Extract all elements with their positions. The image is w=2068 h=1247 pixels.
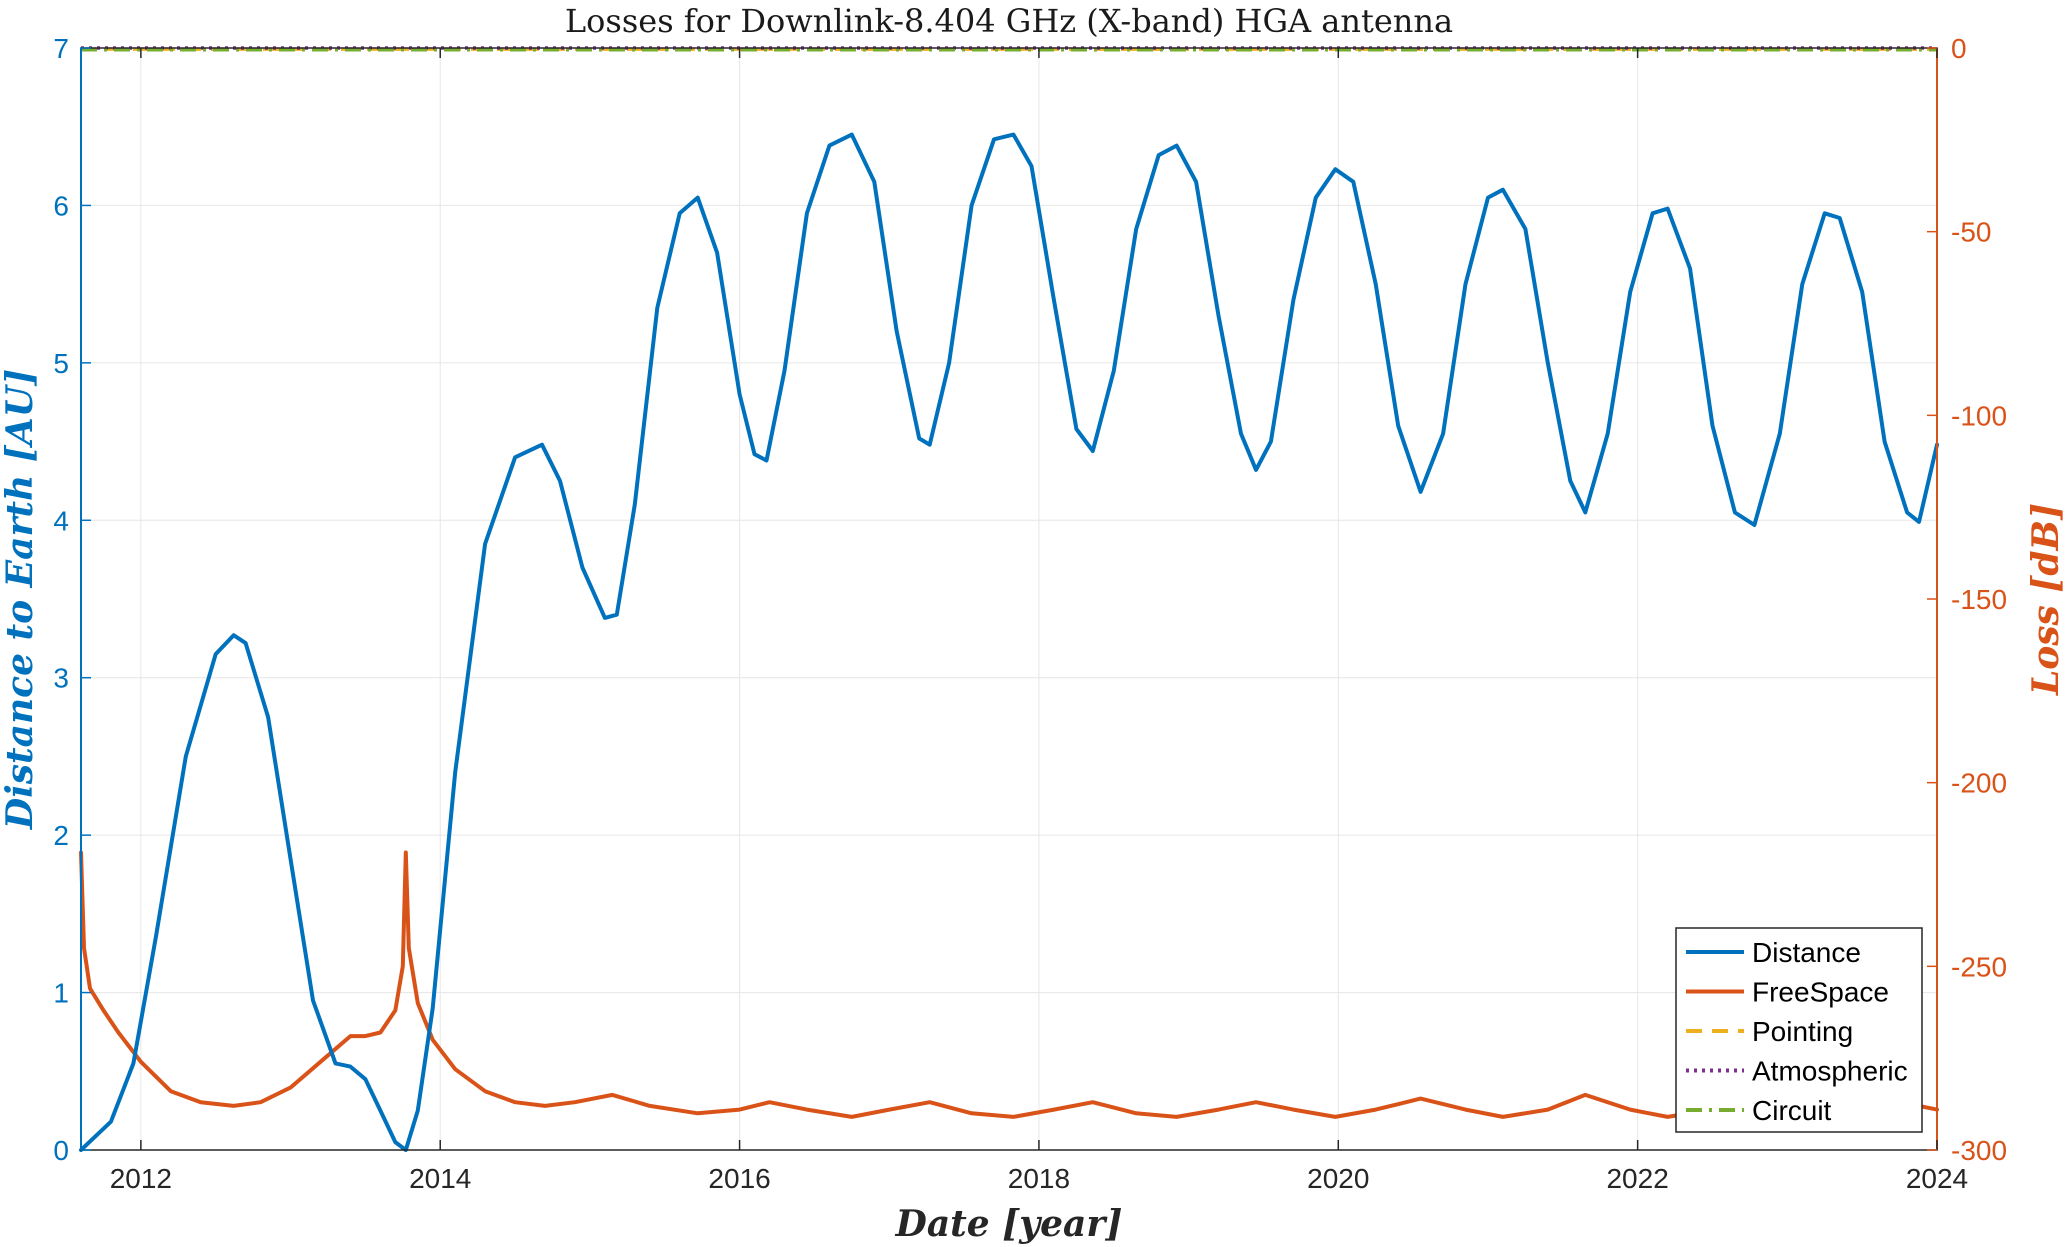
- y-left-axis-label: Distance to Earth [AU]: [0, 369, 41, 830]
- x-tick-label: 2016: [708, 1163, 770, 1194]
- x-axis-label: Date [year]: [895, 1203, 1123, 1245]
- legend-label: Pointing: [1752, 1016, 1853, 1047]
- x-tick-label: 2014: [409, 1163, 471, 1194]
- y-left-tick-label: 2: [53, 820, 69, 851]
- y-right-tick-label: -250: [1951, 951, 2007, 982]
- y-left-tick-label: 5: [53, 348, 69, 379]
- y-left-tick-label: 4: [53, 505, 69, 536]
- legend-label: Atmospheric: [1752, 1056, 1908, 1087]
- legend-items: Distance FreeSpace Pointing Atmospheric Circ…: [1686, 937, 1908, 1126]
- y-left-tick-label: 0: [53, 1135, 69, 1166]
- plot-area: [81, 48, 1937, 1150]
- legend: Distance FreeSpace Pointing Atmospheric Circ…: [1675, 927, 1923, 1133]
- y-right-tick-label: -300: [1951, 1135, 2007, 1166]
- legend-label: Distance: [1752, 937, 1861, 968]
- y-left-tick-label: 6: [53, 190, 69, 221]
- series-line-distance: [79, 132, 1939, 1152]
- y-right-tick-label: -150: [1951, 584, 2007, 615]
- y-right-tick-label: -100: [1951, 400, 2007, 431]
- y-right-tick-label: -50: [1951, 217, 1991, 248]
- x-tick-label: 2020: [1307, 1163, 1369, 1194]
- legend-label: FreeSpace: [1752, 977, 1889, 1008]
- x-tick-label: 2018: [1008, 1163, 1070, 1194]
- y-left-tick-label: 1: [53, 978, 69, 1009]
- y-left-tick-label: 7: [53, 33, 69, 64]
- y-right-axis-label: Loss [dB]: [2025, 503, 2067, 696]
- ticks: 2012 2014 2016 2018 2020 2022 2024 0 1 2 3 4 5 6 7 0 -50…: [53, 33, 2007, 1194]
- series-line-freespace: [79, 850, 1939, 1119]
- y-left-tick-label: 3: [53, 663, 69, 694]
- y-right-tick-label: -200: [1951, 768, 2007, 799]
- legend-label: Circuit: [1752, 1095, 1832, 1126]
- y-right-tick-label: 0: [1951, 33, 1967, 64]
- x-tick-label: 2012: [110, 1163, 172, 1194]
- x-tick-label: 2022: [1606, 1163, 1668, 1194]
- chart-title: Losses for Downlink-8.404 GHz (X-band) H…: [565, 2, 1453, 40]
- x-tick-label: 2024: [1906, 1163, 1968, 1194]
